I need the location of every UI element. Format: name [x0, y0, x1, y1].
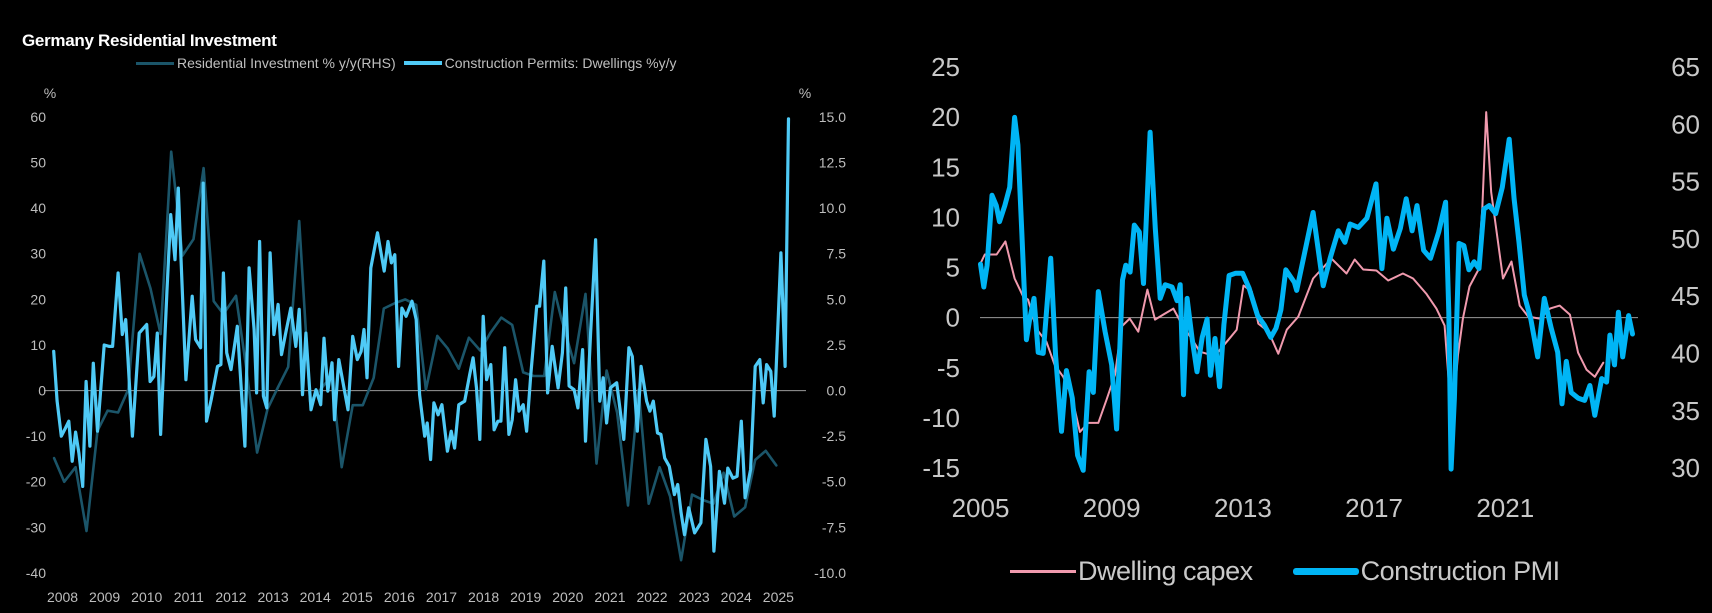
y-tick-right: 15.0	[819, 109, 846, 125]
legend-item-construction-pmi: Construction PMI	[1292, 556, 1561, 587]
y-tick-right: -2.5	[822, 428, 846, 444]
y-tick-left: 60	[30, 109, 46, 125]
y-tick-left: 10	[931, 202, 960, 232]
y-tick-left: 5	[946, 253, 960, 283]
y-tick-right: -10.0	[814, 565, 846, 581]
y-tick-right: 65	[1671, 52, 1700, 82]
y-tick-right: 60	[1671, 109, 1700, 139]
legend-swatch-residential-investment	[136, 61, 174, 65]
x-tick: 2021	[594, 589, 625, 605]
legend-item-construction-permits: Construction Permits: Dwellings %y/y	[403, 55, 677, 71]
y-tick-right: 10.0	[819, 200, 846, 216]
y-tick-right: 7.5	[827, 246, 847, 262]
legend-label-residential-investment: Residential Investment % y/y(RHS)	[177, 55, 396, 71]
x-tick: 2018	[468, 589, 499, 605]
x-tick: 2021	[1476, 493, 1534, 523]
x-tick: 2005	[952, 493, 1010, 523]
y-tick-left: -10	[26, 428, 46, 444]
y-axis-unit-left: %	[44, 85, 56, 101]
y-tick-right: 45	[1671, 281, 1700, 311]
y-tick-right: 35	[1671, 396, 1700, 426]
y-tick-left: 0	[38, 383, 46, 399]
y-tick-left: -30	[26, 519, 46, 535]
x-tick: 2009	[1083, 493, 1141, 523]
series-line-residential-investment-y-y-rhs	[52, 150, 778, 562]
dwelling-capex-vs-construction-pmi-chart: 25 20 15 10 5 0 -5 -10 -15 65 60 55 50 45 40 35 30 2005 20…	[860, 0, 1712, 613]
x-tick: 2010	[131, 589, 162, 605]
x-tick: 2014	[300, 589, 331, 605]
x-tick: 2017	[1345, 493, 1403, 523]
x-tick: 2020	[552, 589, 583, 605]
y-tick-left: 0	[946, 303, 960, 333]
x-tick: 2008	[47, 589, 78, 605]
left-plot-area: 6050403020100-10-20-30-4015.012.510.07.5…	[26, 85, 847, 605]
chart-title: Germany Residential Investment	[22, 31, 277, 50]
y-tick-right: -5.0	[822, 474, 846, 490]
y-tick-left: 15	[931, 152, 960, 182]
x-tick: 2013	[257, 589, 288, 605]
x-tick: 2025	[763, 589, 794, 605]
y-tick-left: 30	[30, 246, 46, 262]
legend-label-construction-permits: Construction Permits: Dwellings %y/y	[444, 55, 677, 71]
y-tick-right: 2.5	[827, 337, 847, 353]
x-tick: 2022	[636, 589, 667, 605]
y-tick-left: 10	[30, 337, 46, 353]
legend-item-dwelling-capex: Dwelling capex	[1010, 556, 1253, 587]
y-tick-left: -20	[26, 474, 46, 490]
x-tick: 2019	[510, 589, 541, 605]
y-tick-right: 30	[1671, 453, 1700, 483]
y-tick-left: 50	[30, 155, 46, 171]
x-tick: 2012	[215, 589, 246, 605]
germany-residential-investment-chart: Germany Residential Investment Residenti…	[22, 31, 847, 605]
y-tick-left: 20	[931, 102, 960, 132]
x-tick: 2015	[342, 589, 373, 605]
y-tick-left: 25	[931, 52, 960, 82]
y-tick-right: 0.0	[827, 383, 847, 399]
y-tick-right: 55	[1671, 167, 1700, 197]
x-tick: 2023	[679, 589, 710, 605]
legend-label-dwelling-capex: Dwelling capex	[1078, 556, 1253, 586]
y-tick-left: -40	[26, 565, 46, 581]
legend-label-construction-pmi: Construction PMI	[1360, 556, 1561, 586]
y-tick-right: 12.5	[819, 155, 846, 171]
x-tick: 2013	[1214, 493, 1272, 523]
legend-swatch-construction-pmi	[1292, 568, 1359, 575]
y-tick-right: 5.0	[827, 291, 847, 307]
y-tick-right: 50	[1671, 224, 1700, 254]
y-tick-left: 20	[30, 291, 46, 307]
series-line-construction-permits-dwellings-y-y	[52, 117, 791, 553]
legend-swatch-construction-permits	[403, 61, 442, 65]
y-tick-left: -5	[937, 353, 960, 383]
legend-item-residential-investment: Residential Investment % y/y(RHS)	[136, 55, 396, 71]
x-tick: 2016	[384, 589, 415, 605]
y-axis-unit-right: %	[799, 85, 811, 101]
y-tick-left: -10	[922, 403, 960, 433]
y-tick-right: -7.5	[822, 519, 846, 535]
x-tick: 2024	[721, 589, 752, 605]
y-tick-left: 40	[30, 200, 46, 216]
y-tick-left: -15	[922, 453, 960, 483]
y-tick-right: 40	[1671, 339, 1700, 369]
legend-swatch-dwelling-capex	[1010, 570, 1076, 573]
legend: Dwelling capex Construction PMI	[1010, 556, 1600, 587]
x-tick: 2017	[426, 589, 457, 605]
legend: Residential Investment % y/y(RHS) Constr…	[136, 55, 681, 71]
x-tick: 2009	[89, 589, 120, 605]
x-tick: 2011	[174, 589, 204, 605]
series-line-construction-pmi	[978, 114, 1635, 473]
series-line-dwelling-capex	[979, 111, 1605, 433]
